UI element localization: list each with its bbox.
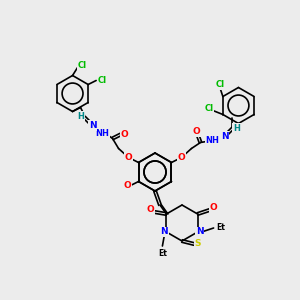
Text: O: O: [146, 206, 154, 214]
Text: NH: NH: [96, 129, 110, 138]
Text: O: O: [124, 181, 131, 190]
Text: S: S: [195, 239, 201, 248]
Text: Et: Et: [158, 249, 167, 258]
Text: O: O: [121, 130, 128, 139]
Text: O: O: [125, 153, 132, 162]
Text: H: H: [77, 112, 84, 121]
Text: N: N: [89, 121, 96, 130]
Text: H: H: [233, 124, 240, 133]
Text: Cl: Cl: [215, 80, 224, 89]
Text: NH: NH: [206, 136, 219, 145]
Text: O: O: [210, 203, 218, 212]
Text: Cl: Cl: [78, 61, 87, 70]
Text: Et: Et: [217, 223, 226, 232]
Text: N: N: [196, 227, 203, 236]
Text: Cl: Cl: [204, 104, 213, 113]
Text: N: N: [160, 227, 168, 236]
Text: O: O: [193, 127, 200, 136]
Text: N: N: [220, 132, 228, 141]
Text: O: O: [178, 153, 185, 162]
Text: Cl: Cl: [98, 76, 107, 85]
